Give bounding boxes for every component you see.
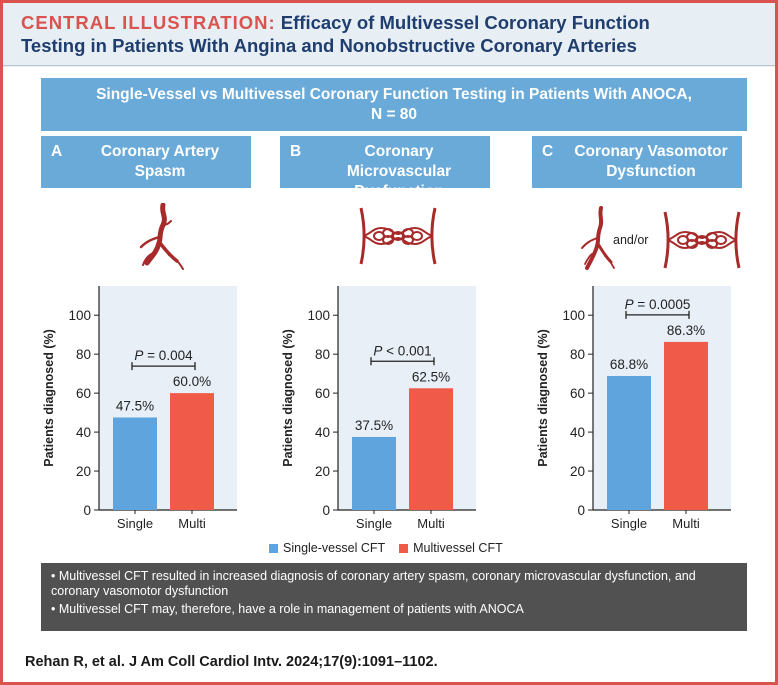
chart-a: 0 20 40 60 80 100 Patients diagnosed (%) 47.5% S… (41, 284, 295, 537)
x-tick-label: Single (611, 516, 647, 531)
header-divider (3, 65, 775, 66)
y-tick-label: 0 (322, 503, 330, 518)
panel-title-line-1: Coronary Artery (100, 143, 220, 160)
y-tick-label: 0 (83, 503, 91, 518)
p-symbol: P (134, 348, 143, 363)
y-tick-label: 60 (315, 386, 330, 401)
bar (352, 436, 396, 510)
artery-spasm-icon (133, 202, 193, 278)
y-tick-label: 40 (76, 425, 91, 440)
legend-swatch-single (269, 543, 278, 553)
banner-line-1: Single-Vessel vs Multivessel Coronary Fu… (96, 86, 692, 103)
combined-vessel-icon: and/or (577, 206, 747, 275)
and-or-label: and/or (613, 233, 648, 247)
header-title-2: Testing in Patients With Angina and Nono… (21, 35, 637, 56)
p-value-label: P = 0.004 (134, 348, 193, 363)
value-label: 37.5% (355, 418, 393, 433)
summary-bullet-1: • Multivessel CFT resulted in increased … (51, 569, 696, 598)
p-symbol: P (373, 343, 382, 358)
y-tick-label: 60 (570, 386, 585, 401)
y-tick-label: 0 (577, 503, 585, 518)
panel-letter: B (290, 143, 302, 160)
panel-title-line-2: Dysfunction (606, 163, 696, 180)
chart-b: 0 20 40 60 80 100 Patients diagnosed (%) 37.5% S… (280, 284, 534, 537)
y-tick-label: 20 (315, 464, 330, 479)
x-tick-label: Single (356, 516, 392, 531)
y-tick-label: 100 (307, 308, 330, 323)
bar (607, 375, 651, 510)
x-tick-label: Single (117, 516, 153, 531)
panel-header-b: B Coronary Microvascular Dysfunction (280, 136, 490, 200)
chart-svg: 0 20 40 60 80 100 Patients diagnosed (%) 68.8% S… (536, 286, 731, 531)
panel-letter: A (51, 143, 63, 160)
panel-title: Coronary Artery Spasm (77, 142, 243, 182)
p-value: = 0.004 (143, 348, 193, 363)
summary-bullet-2: • Multivessel CFT may, therefore, have a… (51, 602, 524, 616)
p-value: = 0.0005 (634, 297, 691, 312)
p-value-label: P = 0.0005 (625, 297, 691, 312)
banner-line-2: N = 80 (370, 106, 418, 123)
y-tick-label: 80 (570, 347, 585, 362)
citation: Rehan R, et al. J Am Coll Cardiol Intv. … (25, 654, 438, 670)
panel-title-line-1: Coronary Microvascular (346, 143, 452, 180)
value-label: 47.5% (116, 398, 154, 413)
header-title-1: Efficacy of Multivessel Coronary Functio… (280, 12, 650, 33)
chart-svg: 0 20 40 60 80 100 Patients diagnosed (%) 37.5% S… (281, 286, 476, 531)
x-tick-label: Multi (417, 516, 445, 531)
header: CENTRAL ILLUSTRATION: Efficacy of Multiv… (3, 3, 775, 67)
y-tick-label: 100 (562, 308, 585, 323)
value-label: 68.8% (610, 357, 648, 372)
value-label: 62.5% (412, 369, 450, 384)
y-tick-label: 80 (315, 347, 330, 362)
bar (409, 388, 453, 510)
y-tick-label: 20 (570, 464, 585, 479)
panel-title-line-2: Spasm (134, 163, 186, 180)
y-tick-label: 40 (315, 425, 330, 440)
summary-box: • Multivessel CFT resulted in increased … (41, 563, 747, 631)
y-tick-label: 60 (76, 386, 91, 401)
chart-c: 0 20 40 60 80 100 Patients diagnosed (%) 68.8% S… (535, 284, 775, 537)
x-tick-label: Multi (178, 516, 206, 531)
panel-title: Coronary Microvascular Dysfunction (316, 142, 482, 202)
top-banner: Single-Vessel vs Multivessel Coronary Fu… (41, 78, 747, 131)
p-value-label: P < 0.001 (373, 343, 431, 358)
chart-svg: 0 20 40 60 80 100 Patients diagnosed (%) 47.5% S… (42, 286, 237, 531)
value-label: 60.0% (173, 374, 211, 389)
p-value: < 0.001 (382, 343, 431, 358)
panel-letter: C (542, 143, 554, 160)
bar (113, 417, 157, 510)
y-tick-label: 40 (570, 425, 585, 440)
y-axis-label: Patients diagnosed (%) (42, 329, 56, 467)
value-label: 86.3% (667, 323, 705, 338)
legend: Single-vessel CFT Multivessel CFT (269, 540, 517, 556)
legend-item-multi: Multivessel CFT (399, 541, 503, 555)
legend-swatch-multi (399, 543, 409, 553)
bar (170, 393, 214, 510)
panel-title-line-1: Coronary Vasomotor (574, 143, 728, 160)
panel-header-a: A Coronary Artery Spasm (41, 136, 251, 188)
y-tick-label: 20 (76, 464, 91, 479)
panel-title: Coronary Vasomotor Dysfunction (568, 142, 734, 182)
bar (664, 341, 708, 510)
p-symbol: P (625, 297, 634, 312)
x-tick-label: Multi (672, 516, 700, 531)
legend-label-multi: Multivessel CFT (413, 541, 503, 555)
y-axis-label: Patients diagnosed (%) (536, 329, 550, 467)
central-illustration-label: CENTRAL ILLUSTRATION: (21, 12, 276, 33)
y-axis-label: Patients diagnosed (%) (281, 329, 295, 467)
legend-label-single: Single-vessel CFT (283, 541, 386, 555)
microvasculature-icon (357, 206, 439, 271)
legend-item-single: Single-vessel CFT (269, 541, 385, 555)
y-tick-label: 80 (76, 347, 91, 362)
panel-header-c: C Coronary Vasomotor Dysfunction (532, 136, 742, 188)
y-tick-label: 100 (68, 308, 91, 323)
header-line-1: CENTRAL ILLUSTRATION: Efficacy of Multiv… (21, 11, 775, 34)
panel-title-line-2: Dysfunction (354, 183, 444, 200)
